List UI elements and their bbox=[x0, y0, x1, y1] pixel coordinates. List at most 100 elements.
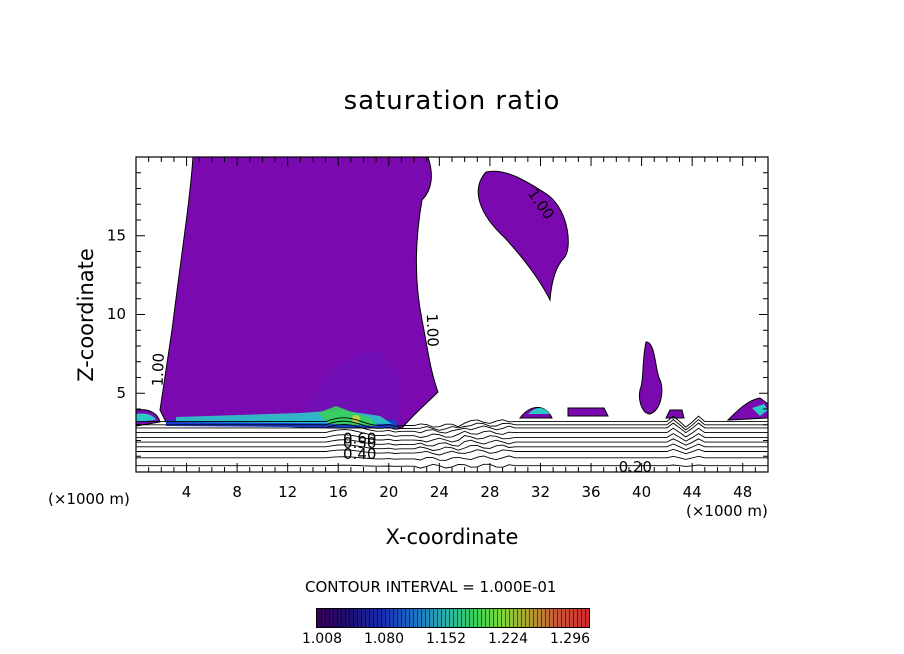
colorbar-stripe bbox=[433, 609, 434, 627]
colorbar-stripe bbox=[349, 609, 350, 627]
contour-lines bbox=[136, 415, 768, 469]
colorbar-stripe bbox=[361, 609, 362, 627]
x-tick-label: 8 bbox=[232, 483, 242, 501]
x-tick-label: 32 bbox=[531, 483, 550, 501]
fill-region-right-edge bbox=[726, 397, 768, 421]
colorbar-stripe bbox=[341, 609, 342, 627]
x-tick-label: 4 bbox=[182, 483, 192, 501]
colorbar-stripe bbox=[357, 609, 358, 627]
colorbar-tick-label: 1.224 bbox=[487, 631, 529, 647]
contour-line bbox=[136, 433, 768, 443]
colorbar-stripe bbox=[517, 609, 518, 627]
colorbar-stripe bbox=[485, 609, 486, 627]
colorbar-stripe bbox=[381, 609, 382, 627]
colorbar-stripe bbox=[333, 609, 334, 627]
colorbar-stripe bbox=[389, 609, 390, 627]
colorbar-stripe bbox=[537, 609, 538, 627]
contour-label: 1.00 bbox=[423, 313, 442, 347]
contour-line bbox=[136, 422, 768, 434]
colorbar-stripe bbox=[425, 609, 426, 627]
contour-line bbox=[136, 427, 768, 438]
colorbar-stripe bbox=[321, 609, 322, 627]
x-tick-label: 48 bbox=[733, 483, 752, 501]
colorbar-stripe bbox=[373, 609, 374, 627]
fill-region-upper-right bbox=[477, 170, 569, 302]
colorbar-stripe bbox=[501, 609, 502, 627]
contour-line bbox=[136, 463, 768, 469]
x-unit-label-left: (×1000 m) bbox=[48, 490, 130, 508]
colorbar-stripe bbox=[449, 609, 450, 627]
fill-spot-yellow bbox=[352, 415, 360, 423]
colorbar-stripe bbox=[329, 609, 330, 627]
colorbar-stripe bbox=[497, 609, 498, 627]
colorbar-tick-label: 1.080 bbox=[363, 631, 405, 647]
colorbar-stripe bbox=[521, 609, 522, 627]
colorbar-stripe bbox=[421, 609, 422, 627]
colorbar-stripe bbox=[577, 609, 578, 627]
colorbar-tick-label: 1.152 bbox=[425, 631, 467, 647]
colorbar-stripe bbox=[397, 609, 398, 627]
contour-label: 0.50 bbox=[343, 434, 376, 452]
contour-line bbox=[136, 419, 768, 431]
saturation-fill-regions bbox=[136, 157, 768, 429]
colorbar-stripe bbox=[409, 609, 410, 627]
colorbar-stripe bbox=[489, 609, 490, 627]
y-axis-label: Z-coordinate bbox=[74, 248, 98, 382]
colorbar-stripe bbox=[561, 609, 562, 627]
colorbar-stripe bbox=[441, 609, 442, 627]
colorbar-stripe bbox=[429, 609, 430, 627]
colorbar-stripe bbox=[453, 609, 454, 627]
colorbar-stripe bbox=[417, 609, 418, 627]
colorbar-stripe bbox=[585, 609, 586, 627]
colorbar-tick-label: 1.296 bbox=[549, 631, 591, 647]
fill-region-patch-43 bbox=[665, 409, 685, 419]
y-tick-label: 10 bbox=[107, 305, 126, 323]
x-tick-label: 12 bbox=[278, 483, 297, 501]
colorbar-stripe bbox=[553, 609, 554, 627]
fill-band-cyan-30 bbox=[528, 408, 550, 414]
colorbar-stripe bbox=[393, 609, 394, 627]
colorbar-tick-label: 1.008 bbox=[301, 631, 343, 647]
colorbar bbox=[316, 608, 590, 628]
colorbar-stripe bbox=[505, 609, 506, 627]
colorbar-stripe bbox=[509, 609, 510, 627]
contour-line bbox=[136, 438, 768, 447]
colorbar-stripe bbox=[513, 609, 514, 627]
x-tick-label: 44 bbox=[683, 483, 702, 501]
y-tick-label: 5 bbox=[116, 384, 126, 402]
colorbar-stripe bbox=[545, 609, 546, 627]
contour-line bbox=[136, 443, 768, 452]
colorbar-stripe bbox=[573, 609, 574, 627]
colorbar-stripe bbox=[401, 609, 402, 627]
colorbar-stripe bbox=[493, 609, 494, 627]
x-tick-label: 20 bbox=[379, 483, 398, 501]
fill-band-cyan-left bbox=[136, 413, 156, 422]
chart-title: saturation ratio bbox=[343, 86, 561, 116]
x-axis-label: X-coordinate bbox=[385, 525, 519, 549]
x-tick-label: 36 bbox=[581, 483, 600, 501]
colorbar-stripe bbox=[525, 609, 526, 627]
contour-line bbox=[136, 455, 768, 461]
colorbar-stripe bbox=[565, 609, 566, 627]
colorbar-stripe bbox=[549, 609, 550, 627]
contour-interval-label: CONTOUR INTERVAL = 1.000E-01 bbox=[305, 578, 557, 596]
fill-region-patch-34 bbox=[567, 407, 609, 417]
colorbar-stripe bbox=[377, 609, 378, 627]
colorbar-stripe bbox=[413, 609, 414, 627]
colorbar-stripe bbox=[481, 609, 482, 627]
y-tick-label: 15 bbox=[107, 226, 126, 244]
contour-label: 0.40 bbox=[343, 445, 376, 463]
contour-label: 1.00 bbox=[149, 353, 168, 387]
colorbar-stripe bbox=[477, 609, 478, 627]
colorbar-stripe bbox=[365, 609, 366, 627]
colorbar-stripe bbox=[469, 609, 470, 627]
colorbar-stripe bbox=[465, 609, 466, 627]
colorbar-stripe bbox=[369, 609, 370, 627]
colorbar-stripe bbox=[541, 609, 542, 627]
contour-label: 0.20 bbox=[619, 458, 652, 476]
fill-band-cyan-right bbox=[752, 404, 768, 416]
fill-band-green bbox=[318, 406, 378, 426]
contour-line bbox=[136, 415, 768, 428]
